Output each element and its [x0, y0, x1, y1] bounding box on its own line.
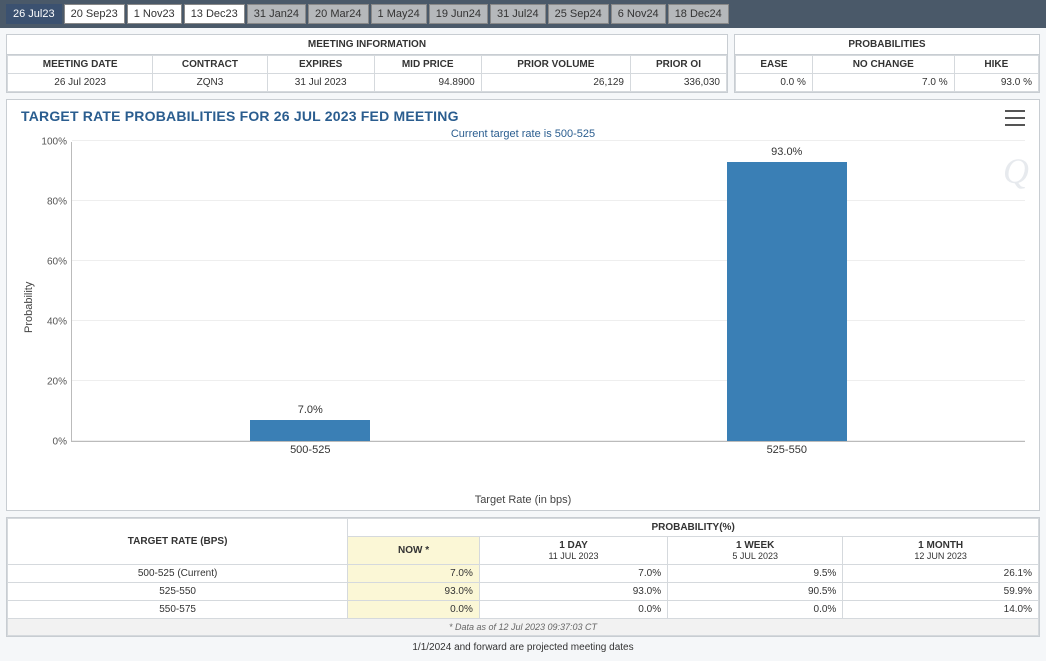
meeting-info-panel: MEETING INFORMATION MEETING DATE CONTRAC… — [6, 34, 728, 93]
date-tab[interactable]: 18 Dec24 — [668, 4, 729, 24]
y-tick: 40% — [47, 317, 67, 328]
y-tick: 0% — [53, 437, 67, 448]
chart-title: TARGET RATE PROBABILITIES FOR 26 JUL 202… — [21, 108, 1025, 124]
chart-plot: 7.0%500-52593.0%525-550 — [71, 142, 1025, 442]
date-tab[interactable]: 26 Jul23 — [6, 4, 62, 24]
td-prob-value: 7.0% — [348, 565, 480, 583]
td-prob-value: 93.0% — [348, 583, 480, 601]
td-prob-value: 14.0% — [843, 601, 1039, 619]
td-rate-label: 500-525 (Current) — [8, 565, 348, 583]
bar-value-label: 7.0% — [298, 404, 323, 416]
chart-y-axis: 0%20%40%60%80%100% — [37, 142, 71, 442]
chart-bar[interactable] — [727, 162, 847, 441]
td-expires: 31 Jul 2023 — [267, 74, 374, 92]
chart-menu-icon[interactable] — [1005, 110, 1025, 126]
th-period: 1 DAY11 JUL 2023 — [479, 537, 667, 565]
date-tab[interactable]: 20 Sep23 — [64, 4, 125, 24]
td-prob-value: 0.0% — [348, 601, 480, 619]
date-tab[interactable]: 1 Nov23 — [127, 4, 182, 24]
th-meeting-date: MEETING DATE — [8, 56, 153, 74]
meeting-info-table: MEETING DATE CONTRACT EXPIRES MID PRICE … — [7, 55, 727, 92]
td-meeting-date: 26 Jul 2023 — [8, 74, 153, 92]
y-tick: 20% — [47, 377, 67, 388]
td-prob-value: 26.1% — [843, 565, 1039, 583]
td-prob-value: 7.0% — [479, 565, 667, 583]
date-tab[interactable]: 31 Jul24 — [490, 4, 546, 24]
th-target-rate: TARGET RATE (BPS) — [8, 519, 348, 565]
bar-value-label: 93.0% — [771, 146, 802, 158]
th-mid-price: MID PRICE — [374, 56, 481, 74]
td-prior-oi: 336,030 — [630, 74, 726, 92]
bottom-note: 1/1/2024 and forward are projected meeti… — [6, 637, 1040, 655]
td-hike: 93.0 % — [954, 74, 1038, 92]
td-prob-value: 90.5% — [668, 583, 843, 601]
table-footnote: * Data as of 12 Jul 2023 09:37:03 CT — [8, 619, 1039, 636]
td-prob-value: 93.0% — [479, 583, 667, 601]
td-prob-value: 0.0% — [668, 601, 843, 619]
chart-panel: TARGET RATE PROBABILITIES FOR 26 JUL 202… — [6, 99, 1040, 511]
th-hike: HIKE — [954, 56, 1038, 74]
date-tabs: 26 Jul2320 Sep231 Nov2313 Dec2331 Jan242… — [0, 0, 1046, 28]
td-prob-value: 59.9% — [843, 583, 1039, 601]
y-tick: 60% — [47, 257, 67, 268]
y-tick: 80% — [47, 197, 67, 208]
th-period: NOW * — [348, 537, 480, 565]
chart-bar[interactable] — [250, 420, 370, 441]
th-no-change: NO CHANGE — [812, 56, 954, 74]
meeting-info-title: MEETING INFORMATION — [7, 35, 727, 55]
prob-table-panel: TARGET RATE (BPS)PROBABILITY(%)NOW *1 DA… — [6, 517, 1040, 637]
th-prior-oi: PRIOR OI — [630, 56, 726, 74]
date-tab[interactable]: 31 Jan24 — [247, 4, 306, 24]
td-no-change: 7.0 % — [812, 74, 954, 92]
th-probability: PROBABILITY(%) — [348, 519, 1039, 537]
td-mid-price: 94.8900 — [374, 74, 481, 92]
x-tick: 500-525 — [290, 444, 330, 456]
td-ease: 0.0 % — [736, 74, 813, 92]
td-prior-volume: 26,129 — [481, 74, 630, 92]
date-tab[interactable]: 20 Mar24 — [308, 4, 368, 24]
th-expires: EXPIRES — [267, 56, 374, 74]
date-tab[interactable]: 13 Dec23 — [184, 4, 245, 24]
chart-x-label: Target Rate (in bps) — [21, 494, 1025, 506]
td-rate-label: 550-575 — [8, 601, 348, 619]
date-tab[interactable]: 1 May24 — [371, 4, 427, 24]
probabilities-panel: PROBABILITIES EASE NO CHANGE HIKE 0.0 % … — [734, 34, 1040, 93]
th-period: 1 WEEK5 JUL 2023 — [668, 537, 843, 565]
date-tab[interactable]: 6 Nov24 — [611, 4, 666, 24]
td-prob-value: 9.5% — [668, 565, 843, 583]
th-period: 1 MONTH12 JUN 2023 — [843, 537, 1039, 565]
th-contract: CONTRACT — [153, 56, 267, 74]
chart-y-label: Probability — [21, 142, 37, 472]
date-tab[interactable]: 19 Jun24 — [429, 4, 488, 24]
td-contract: ZQN3 — [153, 74, 267, 92]
x-tick: 525-550 — [767, 444, 807, 456]
td-prob-value: 0.0% — [479, 601, 667, 619]
date-tab[interactable]: 25 Sep24 — [548, 4, 609, 24]
probabilities-table: EASE NO CHANGE HIKE 0.0 % 7.0 % 93.0 % — [735, 55, 1039, 92]
td-rate-label: 525-550 — [8, 583, 348, 601]
prob-table: TARGET RATE (BPS)PROBABILITY(%)NOW *1 DA… — [7, 518, 1039, 636]
th-ease: EASE — [736, 56, 813, 74]
th-prior-volume: PRIOR VOLUME — [481, 56, 630, 74]
chart-subtitle: Current target rate is 500-525 — [21, 128, 1025, 140]
probabilities-title: PROBABILITIES — [735, 35, 1039, 55]
y-tick: 100% — [41, 137, 67, 148]
